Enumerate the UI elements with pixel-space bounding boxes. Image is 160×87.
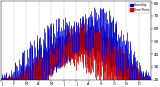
Legend: Humidity, Dew Point: Humidity, Dew Point: [129, 2, 150, 13]
